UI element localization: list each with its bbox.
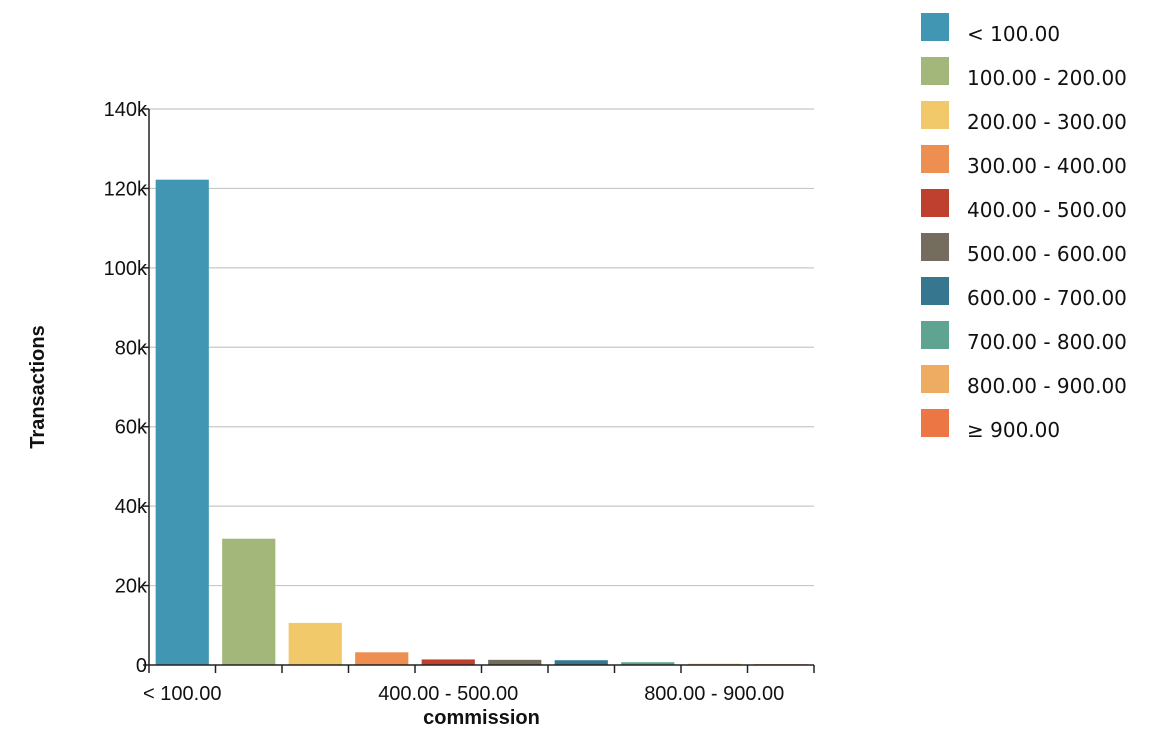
bar	[421, 659, 475, 665]
legend-swatch	[921, 321, 949, 349]
legend-swatch	[921, 409, 949, 437]
x-tick-label: < 100.00	[143, 683, 221, 705]
legend-swatch	[921, 13, 949, 41]
y-tick-label: 40k	[115, 496, 148, 518]
legend-swatch	[921, 57, 949, 85]
legend-label: 700.00 - 800.00	[967, 330, 1127, 354]
legend-label: 400.00 - 500.00	[967, 198, 1127, 222]
legend-label: 200.00 - 300.00	[967, 110, 1127, 134]
bar	[288, 622, 342, 665]
legend: < 100.00 100.00 - 200.00 200.00 - 300.00 30…	[921, 13, 1127, 442]
x-tick-label: 800.00 - 900.00	[644, 683, 784, 705]
legend-label: 100.00 - 200.00	[967, 66, 1127, 90]
gridlines	[149, 108, 814, 587]
bar	[554, 660, 608, 665]
x-axis-title: commission	[423, 707, 540, 729]
legend-label: 500.00 - 600.00	[967, 242, 1127, 266]
y-tick-label: 100k	[104, 258, 148, 280]
y-tick-label: 20k	[115, 576, 148, 598]
x-axis-ticks: < 100.00 400.00 - 500.00 800.00 - 900.00	[143, 665, 815, 705]
legend-swatch	[921, 101, 949, 129]
bar	[222, 538, 276, 665]
y-tick-label: 120k	[104, 178, 148, 200]
legend-swatch	[921, 145, 949, 173]
legend-label: < 100.00	[967, 22, 1060, 46]
legend-swatch	[921, 365, 949, 393]
legend-label: ≥ 900.00	[967, 418, 1060, 442]
y-tick-label: 0	[136, 655, 147, 677]
legend-swatch	[921, 233, 949, 261]
y-axis-title: Transactions	[27, 325, 49, 448]
y-tick-label: 140k	[104, 99, 148, 121]
legend-label: 600.00 - 700.00	[967, 286, 1127, 310]
x-tick-label: 400.00 - 500.00	[378, 683, 518, 705]
y-tick-label: 80k	[115, 337, 148, 359]
bar	[621, 662, 675, 665]
bars	[155, 179, 808, 666]
legend-label: 300.00 - 400.00	[967, 154, 1127, 178]
y-tick-label: 60k	[115, 417, 148, 439]
bar	[488, 659, 542, 665]
bar	[355, 652, 409, 665]
legend-swatch	[921, 277, 949, 305]
legend-label: 800.00 - 900.00	[967, 374, 1127, 398]
legend-swatch	[921, 189, 949, 217]
bar	[155, 179, 209, 666]
y-axis-ticks: 0 20k 40k 60k 80k 100k 120k 140k	[104, 99, 149, 677]
